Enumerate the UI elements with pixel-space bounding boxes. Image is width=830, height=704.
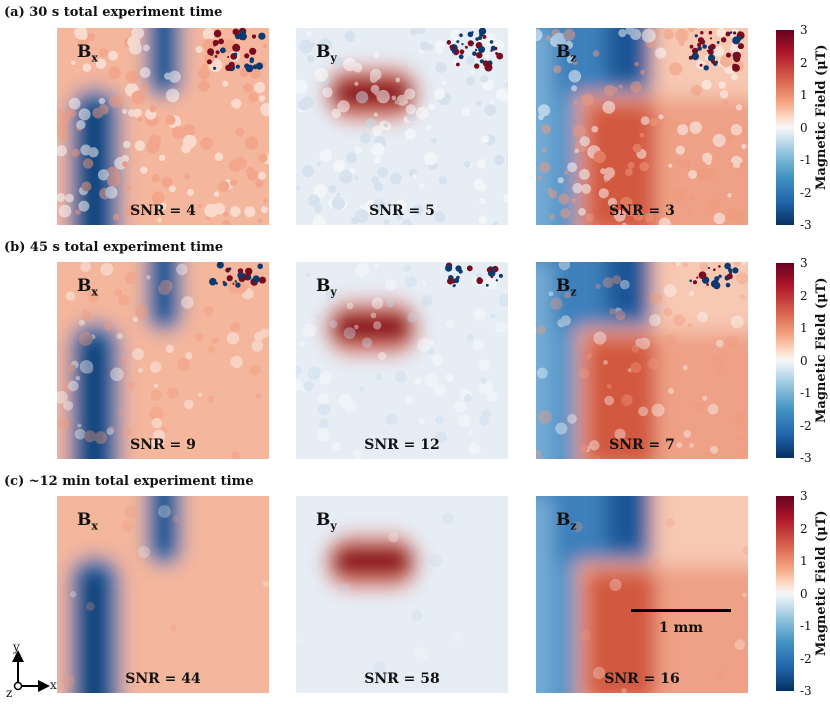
axis-y-label: y — [13, 640, 20, 654]
colorbar-tick: -2 — [800, 651, 812, 666]
row-title-c: (c) ~12 min total experiment time — [4, 474, 254, 489]
snr-label: SNR = 58 — [364, 671, 440, 687]
colorbar-row-c: 3 2 1 0 -1 -2 -3 Magnetic Field (μT) — [776, 489, 829, 698]
field-map-bz-row-a: Bz SNR = 3 — [536, 28, 748, 225]
colorbar-tick: 1 — [800, 88, 808, 102]
snr-label: SNR = 4 — [130, 203, 196, 219]
field-map-by-row-c: By SNR = 58 — [296, 496, 508, 693]
field-map-image — [296, 262, 508, 459]
field-map-bx-row-a: Bx SNR = 4 — [57, 28, 269, 225]
colorbar-gradient — [776, 496, 794, 691]
field-map-bz-row-b: Bz SNR = 7 — [536, 262, 748, 459]
field-map-image — [536, 28, 748, 225]
component-label: Bz — [556, 42, 577, 65]
colorbar-tick: -2 — [800, 418, 812, 433]
scale-bar-label: 1 mm — [658, 620, 704, 636]
field-map-image — [536, 262, 748, 459]
row-title-a: (a) 30 s total experiment time — [4, 5, 223, 20]
colorbar-tick: -3 — [800, 684, 812, 698]
snr-label: SNR = 16 — [604, 671, 680, 687]
axis-arrows-icon — [12, 650, 50, 692]
axis-z-label: z — [6, 686, 13, 700]
component-label: Bz — [556, 276, 577, 299]
snr-label: SNR = 7 — [609, 437, 675, 453]
component-label: By — [316, 276, 337, 299]
component-label: Bz — [556, 510, 577, 533]
row-title-b: (b) 45 s total experiment time — [4, 240, 224, 255]
field-map-by-row-b: By SNR = 12 — [296, 262, 508, 459]
colorbar-tick: 3 — [800, 489, 808, 503]
colorbar-tick: 2 — [800, 521, 808, 536]
colorbar-gradient — [776, 30, 794, 225]
snr-label: SNR = 12 — [364, 437, 440, 453]
field-map-image — [57, 262, 269, 459]
field-map-image — [296, 28, 508, 225]
colorbar-tick: -3 — [800, 218, 812, 232]
colorbar-tick: -1 — [800, 153, 812, 167]
snr-label: SNR = 3 — [609, 203, 675, 219]
axis-indicator: y x z — [4, 640, 64, 700]
colorbar-tick: 0 — [800, 353, 808, 368]
field-map-image — [57, 28, 269, 225]
colorbar-tick: 1 — [800, 321, 808, 335]
colorbar-tick: 0 — [800, 586, 808, 601]
colorbar-gradient — [776, 263, 794, 458]
colorbar-tick: 2 — [800, 55, 808, 70]
colorbar-tick: -1 — [800, 619, 812, 633]
component-label: By — [316, 42, 337, 65]
axis-x-label: x — [50, 678, 57, 692]
field-map-bz-row-c: Bz SNR = 16 1 mm — [536, 496, 748, 693]
colorbar-tick: -1 — [800, 386, 812, 400]
snr-label: SNR = 5 — [369, 203, 435, 219]
colorbar-tick: 3 — [800, 256, 808, 270]
component-label: By — [316, 510, 337, 533]
colorbar-tick: 2 — [800, 288, 808, 303]
component-label: Bx — [77, 42, 98, 65]
colorbar-label: Magnetic Field (μT) — [814, 277, 829, 423]
field-map-by-row-a: By SNR = 5 — [296, 28, 508, 225]
colorbar-row-a: 3 2 1 0 -1 -2 -3 Magnetic Field (μT) — [776, 23, 829, 232]
field-map-image — [536, 496, 748, 693]
snr-label: SNR = 9 — [130, 437, 196, 453]
field-map-bx-row-b: Bx SNR = 9 — [57, 262, 269, 459]
field-map-image — [57, 496, 269, 693]
colorbar-tick: -2 — [800, 185, 812, 200]
colorbar-tick: -3 — [800, 451, 812, 465]
colorbar-tick: 1 — [800, 554, 808, 568]
colorbar-tick: 0 — [800, 120, 808, 135]
colorbar-label: Magnetic Field (μT) — [814, 510, 829, 656]
scale-bar — [631, 609, 731, 612]
colorbar-row-b: 3 2 1 0 -1 -2 -3 Magnetic Field (μT) — [776, 256, 829, 465]
component-label: Bx — [77, 276, 98, 299]
snr-label: SNR = 44 — [125, 671, 201, 687]
colorbar-label: Magnetic Field (μT) — [814, 44, 829, 190]
field-map-bx-row-c: Bx SNR = 44 — [57, 496, 269, 693]
field-map-image — [296, 496, 508, 693]
colorbar-tick: 3 — [800, 23, 808, 37]
component-label: Bx — [77, 510, 98, 533]
